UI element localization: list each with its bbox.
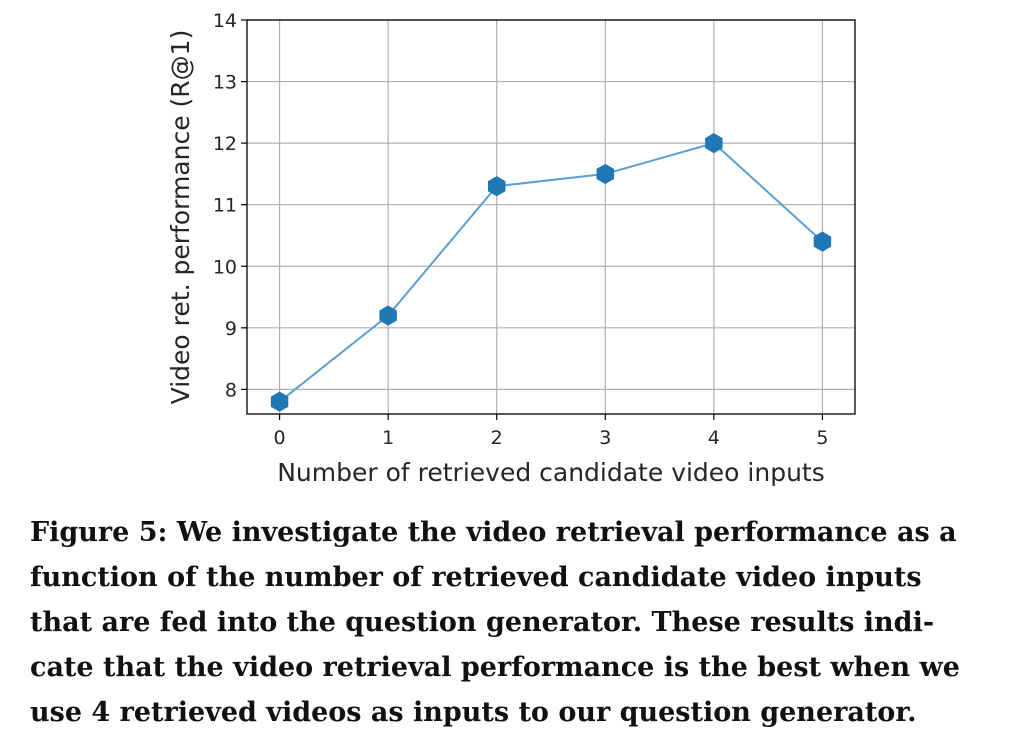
y-tick-label: 10 [213, 256, 237, 278]
y-tick-label: 14 [213, 10, 237, 32]
y-tick-label: 9 [225, 318, 237, 340]
caption-line: function of the number of retrieved cand… [30, 562, 922, 593]
data-point [487, 176, 506, 197]
data-point [379, 305, 397, 326]
y-tick-label: 13 [213, 72, 237, 94]
x-tick-label: 4 [708, 427, 720, 449]
x-axis-label: Number of retrieved candidate video inpu… [277, 458, 825, 487]
x-axis: 0 1 2 3 4 5 [274, 414, 828, 449]
caption-line: that are fed into the question generator… [30, 607, 935, 638]
data-point [596, 163, 615, 184]
data-point [813, 231, 832, 252]
caption-line: cate that the video retrieval performanc… [30, 652, 960, 683]
figure-caption: Figure 5: We investigate the video retri… [30, 510, 1015, 735]
data-point [270, 391, 289, 412]
x-tick-label: 0 [274, 427, 286, 449]
x-tick-label: 5 [816, 427, 828, 449]
plot-frame [246, 19, 856, 415]
data-point [705, 133, 723, 154]
y-tick-label: 11 [213, 195, 237, 217]
series [270, 133, 832, 412]
y-tick-label: 12 [213, 133, 237, 155]
x-tick-label: 3 [599, 427, 611, 449]
y-tick-label: 8 [225, 379, 237, 401]
caption-line: use 4 retrieved videos as inputs to our … [30, 697, 917, 728]
y-axis-label: Video ret. performance (R@1) [166, 30, 195, 405]
x-tick-label: 1 [382, 427, 394, 449]
caption-line: Figure 5: We investigate the video retri… [30, 517, 957, 548]
series-line [278, 142, 824, 403]
y-axis: 8 9 10 11 12 13 14 [213, 10, 247, 401]
x-tick-label: 2 [491, 427, 503, 449]
